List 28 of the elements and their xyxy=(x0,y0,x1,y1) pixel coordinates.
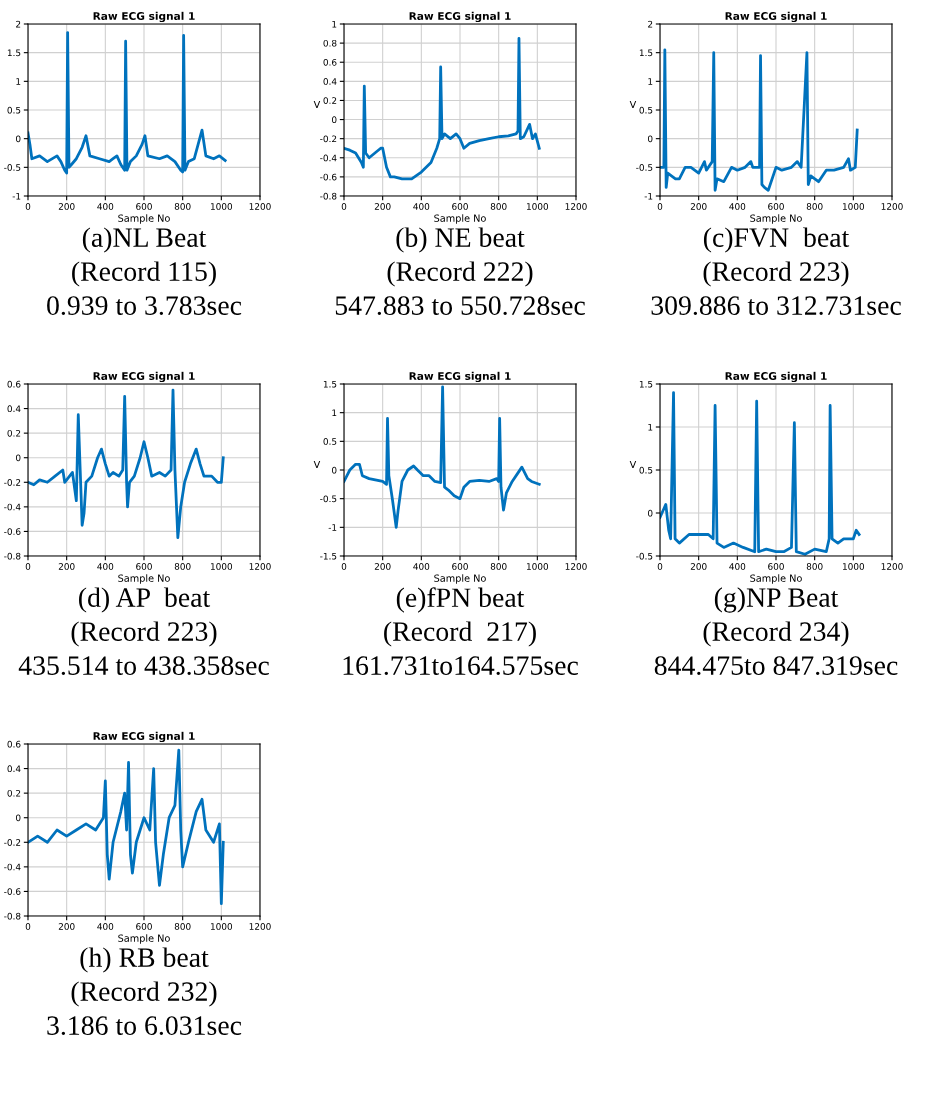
line-series xyxy=(344,385,541,529)
text: (a)NL Beat xyxy=(82,227,207,253)
text: 435.514 to 438.358sec xyxy=(18,656,269,676)
line-series xyxy=(28,31,227,175)
text: (d) AP beat xyxy=(79,587,211,613)
text: 309.886 to 312.731sec xyxy=(651,296,901,316)
text: 844.475to 847.319sec xyxy=(654,656,898,676)
text: (Record 232) xyxy=(71,981,217,1007)
text: (b) NE beat xyxy=(396,227,525,253)
text: 0.939 to 3.783sec xyxy=(47,296,242,316)
text: (Record 115) xyxy=(72,261,216,287)
line-series xyxy=(28,388,225,539)
text: (e)fPN beat xyxy=(396,587,525,613)
text: (h) RB beat xyxy=(80,947,209,973)
line-series xyxy=(344,36,541,181)
line-series xyxy=(660,391,861,556)
text: 161.731to164.575sec xyxy=(343,656,578,676)
text: (g)NP Beat xyxy=(714,587,839,613)
text: (Record 223) xyxy=(71,621,217,647)
text: (Record 234) xyxy=(703,621,849,647)
text: (Record 222) xyxy=(387,261,533,287)
line-series xyxy=(28,748,225,906)
line-series xyxy=(660,48,859,192)
text: 547.883 to 550.728sec xyxy=(335,296,585,316)
text: 3.186 to 6.031sec xyxy=(47,1016,242,1036)
text: (Record 217) xyxy=(384,621,536,647)
text: (c)FVN beat xyxy=(703,227,850,253)
text: (Record 223) xyxy=(703,261,849,287)
